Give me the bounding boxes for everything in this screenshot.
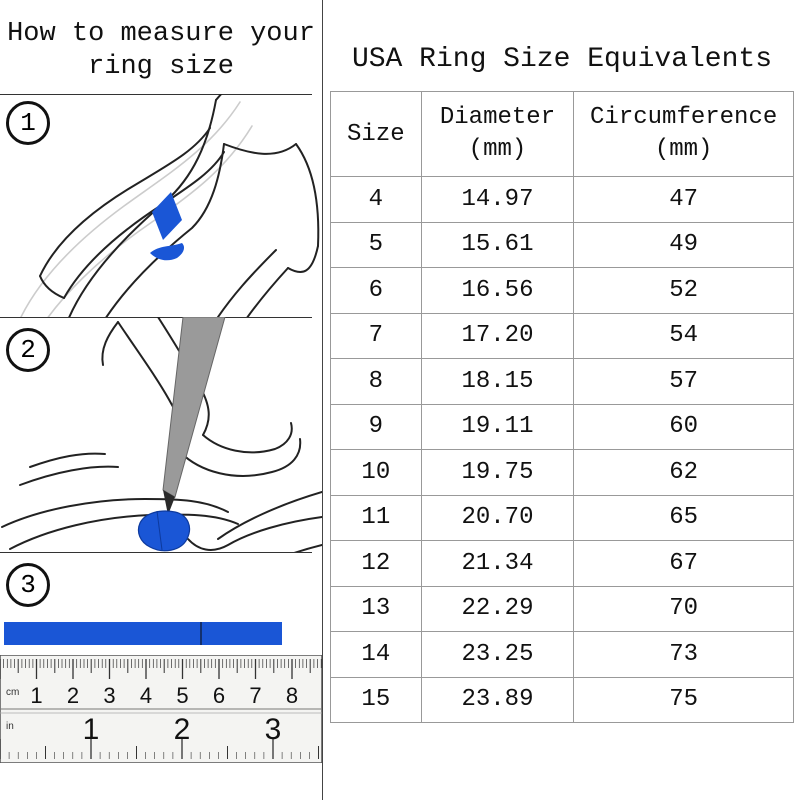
svg-text:2: 2 — [67, 683, 79, 708]
svg-text:3: 3 — [103, 683, 115, 708]
svg-text:8: 8 — [286, 683, 298, 708]
svg-text:2: 2 — [174, 713, 191, 746]
svg-text:1: 1 — [83, 713, 100, 746]
svg-text:7: 7 — [249, 683, 261, 708]
svg-text:5: 5 — [176, 683, 188, 708]
svg-text:4: 4 — [140, 683, 152, 708]
svg-text:cm: cm — [6, 687, 19, 698]
svg-text:1: 1 — [30, 683, 42, 708]
svg-text:6: 6 — [213, 683, 225, 708]
svg-text:in: in — [6, 721, 14, 732]
svg-text:3: 3 — [265, 713, 282, 746]
